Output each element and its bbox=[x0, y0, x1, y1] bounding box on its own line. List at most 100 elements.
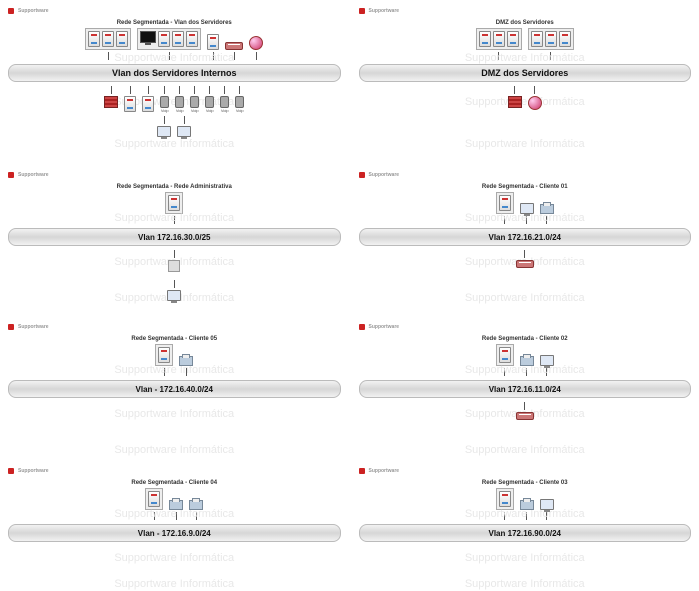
server-shape bbox=[124, 96, 136, 112]
connector-line bbox=[184, 116, 185, 124]
connector-line bbox=[174, 280, 175, 288]
printer-icon bbox=[189, 500, 203, 510]
device-cluster bbox=[207, 34, 219, 60]
devices-above-bus bbox=[8, 28, 341, 60]
panel-title: DMZ dos Servidores bbox=[359, 20, 692, 26]
server-shape bbox=[102, 31, 114, 47]
server-icon bbox=[116, 31, 128, 47]
device-cluster bbox=[496, 192, 514, 224]
server-icon bbox=[559, 31, 571, 47]
panel-title: Rede Segmentada - Cliente 04 bbox=[8, 480, 341, 486]
panel-title: Rede Segmentada - Rede Administrativa bbox=[8, 184, 341, 190]
device-cluster: Voip bbox=[205, 86, 214, 113]
pc-shape bbox=[167, 290, 181, 301]
vlan-bus-label: Vlan - 172.16.9.0/24 bbox=[138, 529, 211, 538]
device-group-box bbox=[155, 344, 173, 366]
vlan-bus-label: DMZ dos Servidores bbox=[481, 68, 568, 78]
connector-line bbox=[526, 216, 527, 224]
device-group-box bbox=[476, 28, 522, 50]
pc-icon bbox=[540, 355, 554, 366]
connector-line bbox=[524, 402, 525, 410]
connector-line bbox=[224, 86, 225, 94]
diagram-grid: Supportware InformáticaSupportware Infor… bbox=[8, 8, 691, 583]
device-cluster: Voip bbox=[190, 86, 199, 113]
firewall-icon bbox=[508, 96, 522, 108]
network-panel: Supportware InformáticaSupportware Infor… bbox=[8, 468, 341, 583]
server-shape bbox=[142, 96, 154, 112]
connector-line bbox=[169, 52, 170, 60]
vlan-bus-label: Vlan 172.16.90.0/24 bbox=[489, 529, 562, 538]
vlan-bus-label: Vlan 172.16.30.0/25 bbox=[138, 233, 211, 242]
server-shape bbox=[158, 31, 170, 47]
logo-icon bbox=[8, 172, 14, 178]
panel-title: Rede Segmentada - Vlan dos Servidores bbox=[8, 20, 341, 26]
device-cluster bbox=[225, 42, 243, 60]
connector-line bbox=[209, 86, 210, 94]
devices-below-bus bbox=[8, 250, 341, 280]
devices-below-bus-2 bbox=[8, 280, 341, 310]
device-cluster bbox=[528, 86, 542, 110]
vlan-bus: Vlan dos Servidores Internos bbox=[8, 64, 341, 82]
server-icon bbox=[499, 347, 511, 363]
connector-line bbox=[546, 216, 547, 224]
device-group-box bbox=[496, 344, 514, 366]
server-icon bbox=[531, 31, 543, 47]
connector-line bbox=[504, 368, 505, 376]
server-shape bbox=[148, 491, 160, 507]
phone-icon: Voip bbox=[235, 96, 244, 113]
device-cluster: Voip bbox=[175, 86, 184, 113]
phone-shape bbox=[220, 96, 229, 108]
connector-line bbox=[550, 52, 551, 60]
pc-shape bbox=[540, 355, 554, 366]
server-shape bbox=[499, 491, 511, 507]
connector-line bbox=[514, 86, 515, 94]
device-cluster bbox=[167, 280, 181, 301]
devices-below-bus bbox=[359, 250, 692, 280]
connector-line bbox=[256, 52, 257, 60]
watermark-text: Supportware Informática bbox=[465, 578, 585, 590]
connector-line bbox=[186, 368, 187, 376]
connector-line bbox=[234, 52, 235, 60]
vlan-bus-label: Vlan dos Servidores Internos bbox=[112, 68, 237, 78]
device-cluster bbox=[145, 488, 163, 520]
connector-line bbox=[213, 52, 214, 60]
switch-shape bbox=[516, 412, 534, 420]
server-shape bbox=[507, 31, 519, 47]
devices-above-bus bbox=[8, 192, 341, 224]
panel-header: Supportware bbox=[359, 172, 692, 178]
server-shape bbox=[531, 31, 543, 47]
switch-shape bbox=[516, 260, 534, 268]
generic-shape bbox=[168, 260, 180, 272]
server-icon bbox=[124, 96, 136, 112]
server-shape bbox=[172, 31, 184, 47]
router-icon bbox=[528, 96, 542, 110]
device-cluster bbox=[520, 203, 534, 224]
panel-header: Supportware bbox=[359, 468, 692, 474]
device-cluster: Voip bbox=[160, 86, 169, 113]
device-label: Voip bbox=[161, 109, 169, 113]
device-cluster bbox=[540, 204, 554, 224]
printer-icon bbox=[520, 500, 534, 510]
printer-icon bbox=[540, 204, 554, 214]
router-icon bbox=[249, 36, 263, 50]
connector-line bbox=[176, 512, 177, 520]
server-icon bbox=[172, 31, 184, 47]
device-group-box bbox=[165, 192, 183, 214]
pc-shape bbox=[540, 499, 554, 510]
device-cluster bbox=[508, 86, 522, 108]
connector-line bbox=[111, 86, 112, 94]
server-shape bbox=[116, 31, 128, 47]
phone-icon: Voip bbox=[190, 96, 199, 113]
connector-line bbox=[526, 368, 527, 376]
connector-line bbox=[524, 250, 525, 258]
device-cluster bbox=[496, 344, 514, 376]
vlan-bus: Vlan 172.16.21.0/24 bbox=[359, 228, 692, 246]
printer-shape bbox=[169, 500, 183, 510]
logo-icon bbox=[359, 172, 365, 178]
device-cluster bbox=[249, 36, 263, 60]
connector-line bbox=[174, 216, 175, 224]
phone-shape bbox=[190, 96, 199, 108]
logo-text: Supportware bbox=[18, 324, 49, 330]
server-icon bbox=[507, 31, 519, 47]
vlan-bus: DMZ dos Servidores bbox=[359, 64, 692, 82]
